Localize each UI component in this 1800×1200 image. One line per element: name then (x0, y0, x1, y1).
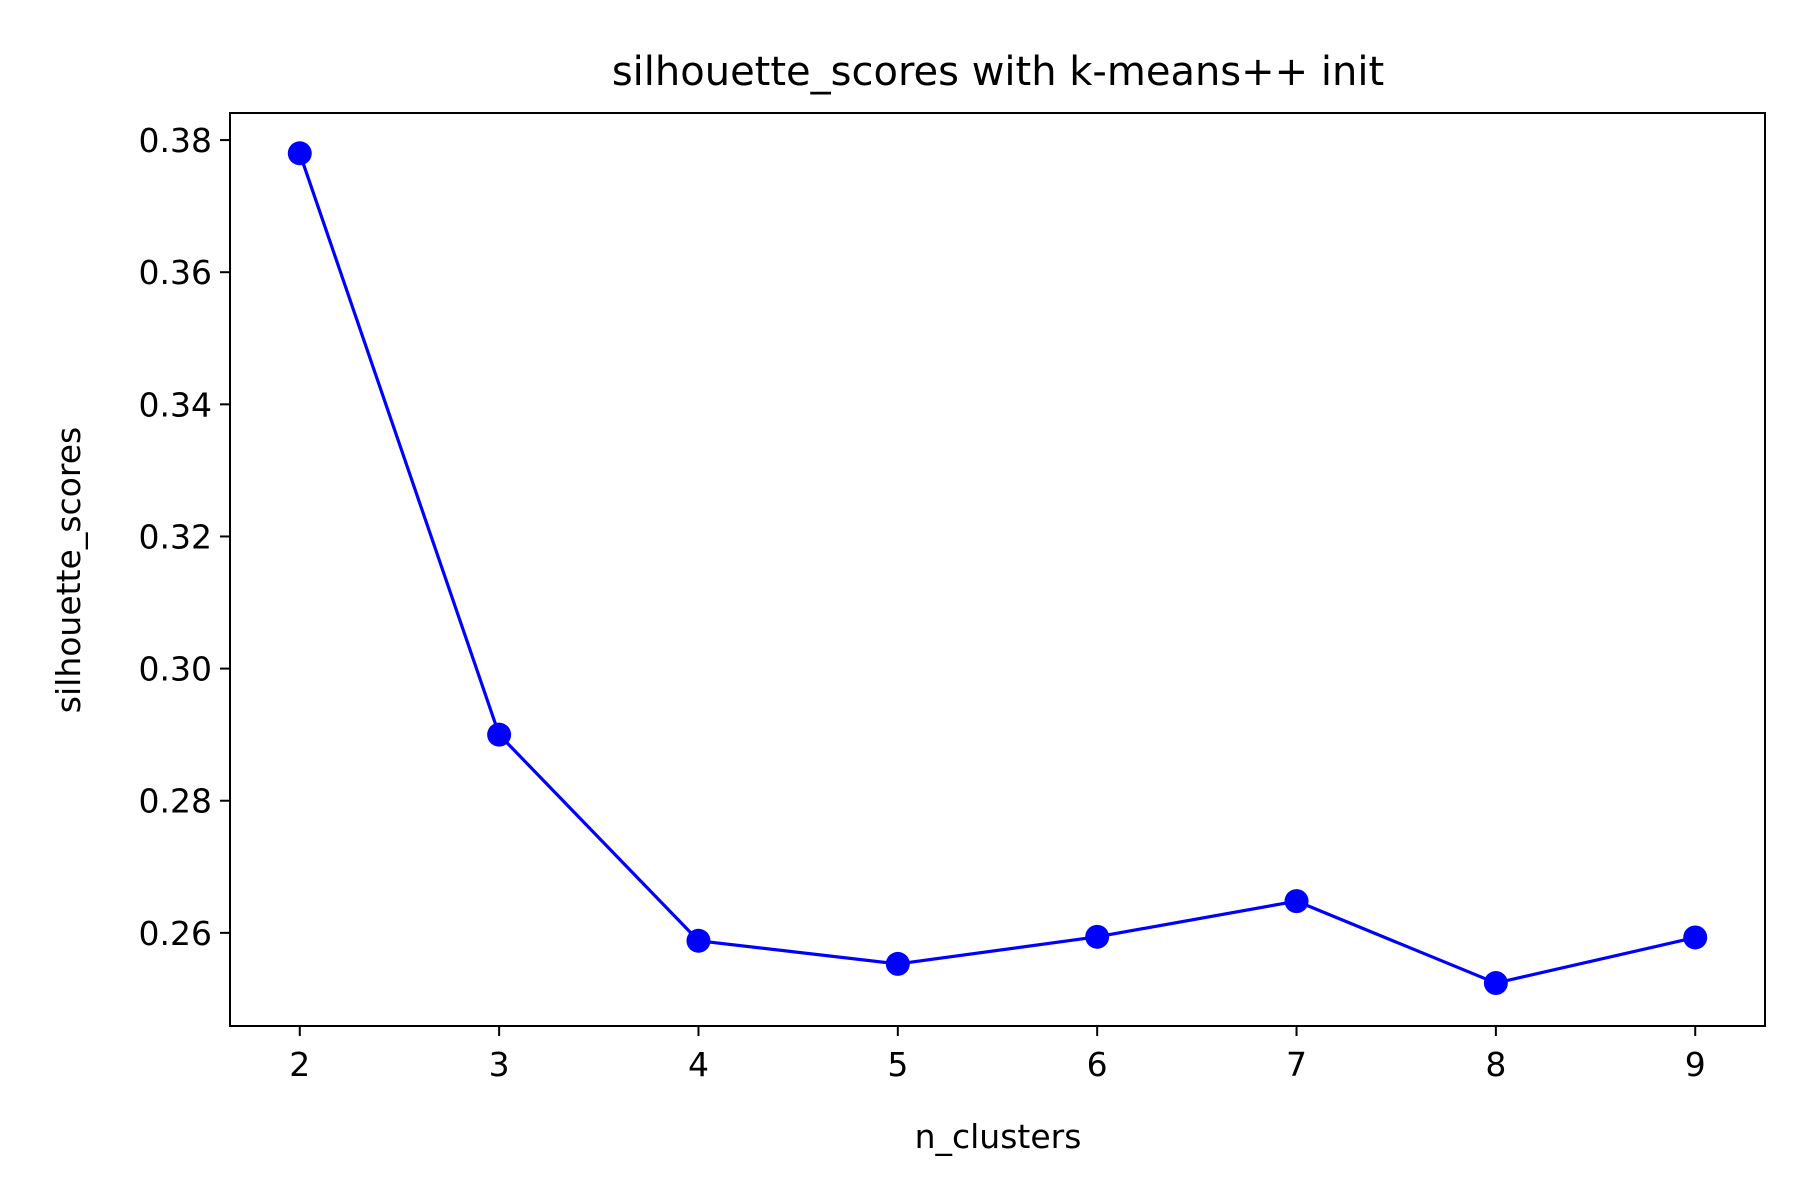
y-axis: 0.26 0.28 0.30 0.32 0.34 0.36 0.38 (139, 121, 230, 953)
y-tick-label: 0.32 (139, 517, 212, 556)
y-tick-label: 0.36 (139, 253, 212, 292)
data-point (1284, 889, 1309, 914)
x-tick-label: 4 (688, 1045, 709, 1084)
chart-title: silhouette_scores with k-means++ init (612, 49, 1384, 95)
data-point (1483, 971, 1508, 996)
plot-area (229, 112, 1766, 1027)
x-tick-label: 3 (489, 1045, 510, 1084)
data-point (287, 141, 312, 166)
data-point (1683, 925, 1708, 950)
x-tick-label: 6 (1087, 1045, 1108, 1084)
series-line (298, 152, 1696, 985)
y-tick-label: 0.34 (139, 385, 212, 424)
y-tick-label: 0.28 (139, 782, 212, 821)
series-layer (287, 141, 1708, 996)
x-tick-label: 8 (1485, 1045, 1506, 1084)
y-tick-label: 0.30 (139, 650, 212, 689)
y-tick-label: 0.38 (139, 121, 212, 160)
data-point (885, 951, 910, 976)
y-axis-title: silhouette_scores (49, 427, 88, 713)
x-tick-label: 9 (1685, 1045, 1706, 1084)
data-point (686, 928, 711, 953)
data-point (1085, 924, 1110, 949)
x-tick-label: 2 (289, 1045, 310, 1084)
x-axis-title: n_clusters (915, 1117, 1082, 1156)
x-tick-label: 7 (1286, 1045, 1307, 1084)
y-tick-label: 0.26 (139, 914, 212, 953)
axes-frame (229, 112, 1766, 1027)
x-tick-label: 5 (887, 1045, 908, 1084)
x-axis: 2 3 4 5 6 7 8 9 (289, 1026, 1706, 1084)
data-point (487, 722, 512, 747)
